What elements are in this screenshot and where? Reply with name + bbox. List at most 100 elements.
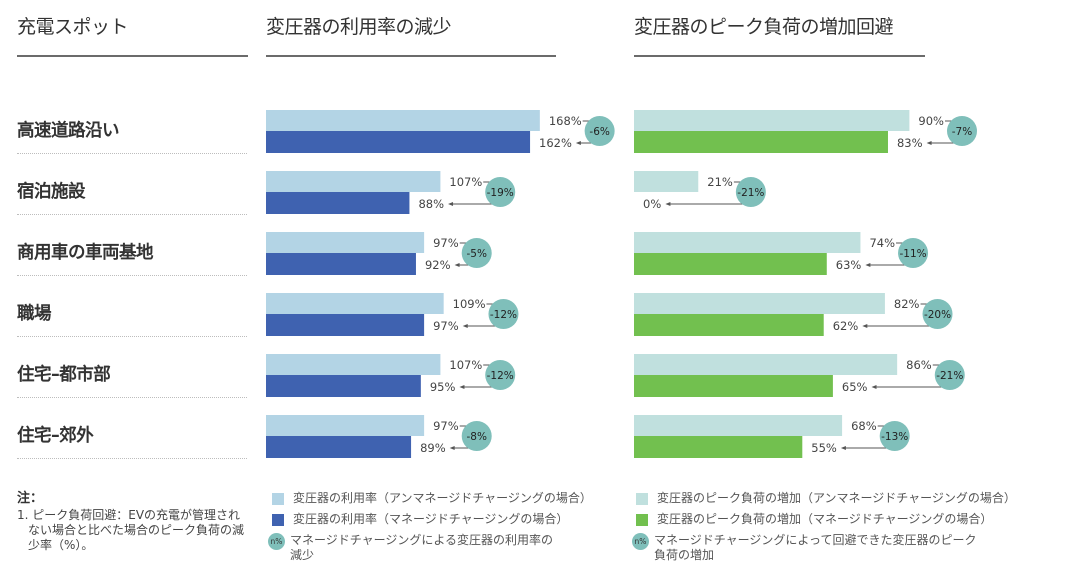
legend-label: 変圧器の利用率（アンマネージドチャージングの場合）: [293, 491, 592, 505]
reduction-badge-label: -21%: [737, 187, 764, 199]
value-label-unmanaged: 21%: [707, 175, 733, 189]
reduction-badge-label: -11%: [899, 248, 926, 260]
legend-label: マネージドチャージングによる変圧器の利用率の減少: [290, 533, 554, 562]
category-label: 商用車の車両基地: [17, 243, 154, 263]
value-label-managed: 89%: [420, 441, 446, 455]
category-label: 職場: [17, 304, 52, 324]
value-label-managed: 92%: [425, 258, 451, 272]
legend-item-peak-avoided: n% マネージドチャージングによって回避できた変圧器のピーク負荷の増加: [632, 533, 1062, 569]
value-label-unmanaged: 109%: [453, 297, 486, 311]
arrow-head-icon: [862, 324, 868, 328]
header-utilization-reduction: 変圧器の利用率の減少: [266, 16, 452, 38]
bar-managed: [634, 131, 888, 153]
swatch-util-managed: [272, 514, 284, 526]
legend-item-peak-unmanaged: 変圧器のピーク負荷の増加（アンマネージドチャージングの場合）: [632, 491, 1062, 512]
reduction-badge: [947, 116, 977, 146]
bar-unmanaged: [634, 415, 843, 436]
bar-unmanaged: [634, 171, 699, 192]
header-underline: [266, 55, 556, 57]
reduction-badge: [879, 421, 910, 451]
legend-item-util-unmanaged: 変圧器の利用率（アンマネージドチャージングの場合）: [268, 491, 628, 512]
value-label-unmanaged: 90%: [918, 114, 944, 128]
category-separator: [17, 397, 247, 398]
reduction-badge-label: -6%: [589, 126, 609, 138]
legend-item-util-managed: 変圧器の利用率（マネージドチャージングの場合）: [268, 512, 628, 533]
bar-managed: [634, 314, 824, 336]
header-underline: [634, 55, 925, 57]
reduction-badge: [584, 116, 615, 146]
swatch-peak-unmanaged: [636, 493, 648, 505]
bar-managed: [634, 436, 803, 458]
category-separator: [17, 214, 247, 215]
category-label: 高速道路沿い: [17, 121, 120, 141]
reduction-badge: [934, 360, 965, 390]
reduction-badge: [922, 299, 953, 329]
value-label-managed: 97%: [433, 319, 459, 333]
reduction-badge-label: -5%: [466, 248, 486, 260]
value-label-managed: 55%: [811, 441, 837, 455]
legend-label: マネージドチャージングによって回避できた変圧器のピーク負荷の増加: [654, 533, 977, 562]
arrow-head-icon: [459, 385, 465, 389]
category-separator: [17, 275, 247, 276]
arrow-head-icon: [575, 141, 581, 145]
category-separator: [17, 458, 247, 459]
bar-unmanaged: [266, 232, 425, 253]
reduction-badge-label: -7%: [952, 126, 972, 138]
reduction-badge: [485, 177, 516, 207]
value-label-managed: 95%: [430, 380, 456, 394]
bar-managed: [266, 436, 412, 458]
value-label-unmanaged: 97%: [433, 236, 459, 250]
notes: 注： 1. ピーク負荷回避：EVの充電が管理されない場合と比べた場合のピーク負荷…: [17, 491, 247, 553]
bar-managed: [634, 253, 827, 275]
legend-label: 変圧器の利用率（マネージドチャージングの場合）: [293, 512, 569, 526]
category-label: 住宅–都市部: [17, 365, 111, 385]
value-label-unmanaged: 97%: [433, 419, 459, 433]
reduction-badge: [488, 299, 519, 329]
value-label-managed: 0%: [643, 197, 661, 211]
reduction-badge-label: -21%: [936, 370, 963, 382]
bar-managed: [266, 192, 410, 214]
value-label-unmanaged: 82%: [894, 297, 920, 311]
reduction-badge-label: -12%: [490, 309, 517, 321]
reduction-badge: [461, 421, 492, 451]
bar-managed: [634, 375, 833, 397]
arrow-head-icon: [454, 263, 460, 267]
badge-icon: n%: [268, 533, 285, 550]
bar-unmanaged: [266, 293, 444, 314]
bar-managed: [266, 375, 421, 397]
header-underline: [17, 55, 248, 57]
bar-unmanaged: [266, 110, 540, 131]
legend-label: 変圧器のピーク負荷の増加（アンマネージドチャージングの場合）: [657, 491, 1016, 505]
reduction-badge-label: -19%: [487, 187, 514, 199]
category-separator: [17, 336, 247, 337]
value-label-unmanaged: 168%: [549, 114, 582, 128]
bar-unmanaged: [634, 293, 885, 314]
bar-unmanaged: [634, 232, 861, 253]
reduction-badge: [485, 360, 516, 390]
value-label-managed: 88%: [418, 197, 444, 211]
reduction-badge: [735, 177, 766, 207]
value-label-managed: 62%: [833, 319, 859, 333]
reduction-badge-label: -20%: [924, 309, 951, 321]
legend-label: 変圧器のピーク負荷の増加（マネージドチャージングの場合）: [657, 512, 993, 526]
reduction-badge-label: -12%: [487, 370, 514, 382]
arrow-head-icon: [840, 446, 846, 450]
value-label-unmanaged: 107%: [449, 175, 482, 189]
bar-managed: [266, 253, 416, 275]
header-peak-load-avoidance: 変圧器のピーク負荷の増加回避: [634, 16, 894, 38]
bar-unmanaged: [266, 171, 441, 192]
bar-unmanaged: [266, 354, 441, 375]
note-item: 1. ピーク負荷回避：EVの充電が管理されない場合と比べた場合のピーク負荷の減少…: [17, 508, 245, 552]
bar-unmanaged: [634, 110, 910, 131]
value-label-unmanaged: 68%: [851, 419, 877, 433]
bar-unmanaged: [266, 415, 425, 436]
category-label: 宿泊施設: [17, 182, 86, 202]
bar-charts: 168% 162% -6% 107% 88% -19% 97% 92% -5% 109% 97% -1…: [266, 110, 977, 458]
reduction-badge: [898, 238, 929, 268]
arrow-head-icon: [865, 263, 871, 267]
header-charging-spot: 充電スポット: [17, 16, 129, 38]
arrow-head-icon: [926, 141, 932, 145]
value-label-managed: 65%: [842, 380, 868, 394]
legend-peak-load: 変圧器のピーク負荷の増加（アンマネージドチャージングの場合） 変圧器のピーク負荷…: [632, 491, 1062, 569]
swatch-util-unmanaged: [272, 493, 284, 505]
